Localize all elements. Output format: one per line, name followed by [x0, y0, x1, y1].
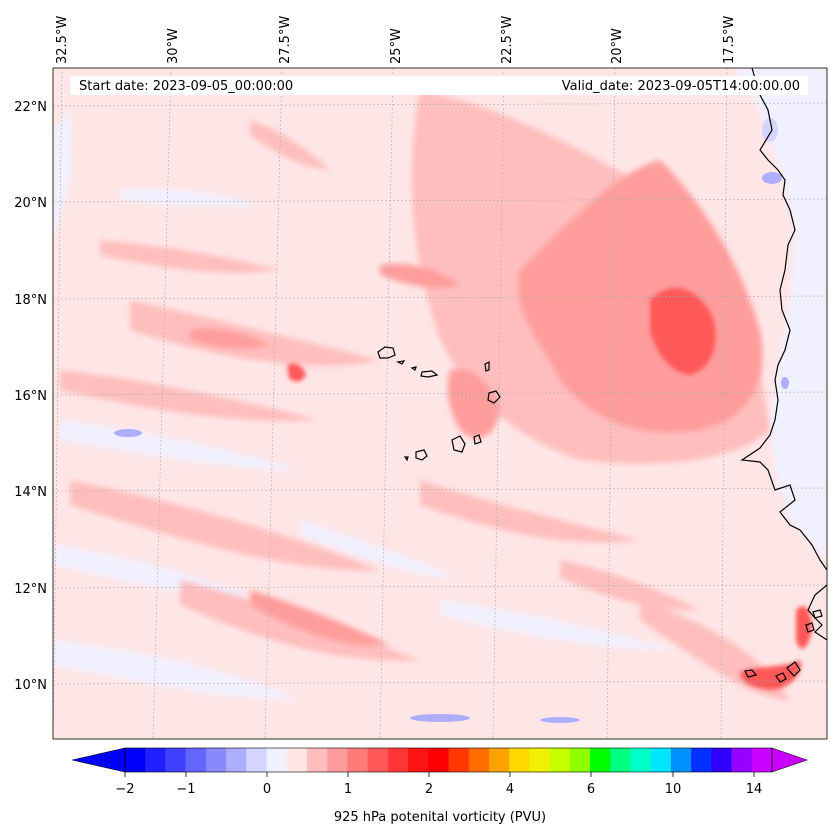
colorbar-segment — [327, 748, 348, 772]
colorbar-tick-label: 0 — [263, 782, 271, 797]
colorbar-tick-label: 10 — [665, 782, 682, 797]
lat-label: 18°N — [14, 293, 47, 308]
colorbar-segment — [226, 748, 247, 772]
lat-label: 14°N — [14, 485, 47, 500]
colorbar-tick-label: 2 — [425, 782, 433, 797]
colorbar-segment — [549, 748, 571, 772]
colorbar-segment — [590, 748, 611, 772]
colorbar-under-arrow — [71, 747, 126, 773]
colorbar-segment — [145, 748, 166, 772]
colorbar-ticks: −2 −1 0 1 2 4 6 10 14 — [115, 772, 762, 797]
lat-label: 12°N — [14, 582, 47, 597]
guinea-islands — [744, 609, 823, 683]
colorbar-segment — [185, 748, 207, 772]
lat-label: 20°N — [14, 196, 47, 211]
latitude-labels: 22°N 20°N 18°N 16°N 14°N 12°N 10°N — [14, 100, 47, 693]
colorbar-segment — [468, 748, 490, 772]
colorbar-segments — [125, 748, 773, 772]
colorbar-label: 925 hPa potenital vorticity (PVU) — [334, 810, 546, 825]
colorbar-segment — [670, 748, 692, 772]
colorbar: −2 −1 0 1 2 4 6 10 14 925 hPa potenital vorticit… — [71, 747, 808, 825]
valid-date-label: Valid_date: 2023-09-05T14:00:00.00 — [562, 79, 800, 94]
colorbar-tick-label: 6 — [587, 782, 595, 797]
colorbar-tick-label: 4 — [506, 782, 514, 797]
colorbar-segment — [529, 748, 551, 772]
colorbar-segment — [408, 748, 429, 772]
colorbar-segment — [165, 748, 187, 772]
longitude-labels: 32.5°W 30°W 27.5°W 25°W 22.5°W 20°W 17.5… — [55, 16, 737, 64]
colorbar-segment — [488, 748, 510, 772]
graticule — [53, 68, 827, 739]
colorbar-segment — [125, 748, 146, 772]
lat-label: 16°N — [14, 389, 47, 404]
colorbar-segment — [347, 748, 369, 772]
colorbar-segment — [367, 748, 389, 772]
colorbar-segment — [448, 748, 470, 772]
colorbar-segment — [731, 748, 753, 772]
negative-pv-spots — [114, 118, 789, 723]
lon-label: 17.5°W — [722, 16, 737, 64]
lon-label: 30°W — [166, 28, 181, 64]
colorbar-segment — [751, 748, 773, 772]
colorbar-segment — [428, 748, 449, 772]
lon-label: 20°W — [610, 28, 625, 64]
colorbar-segment — [711, 748, 733, 772]
lat-label: 10°N — [14, 678, 47, 693]
colorbar-segment — [387, 748, 409, 772]
lon-label: 25°W — [389, 28, 404, 64]
high-positive-pv-regions — [287, 288, 812, 690]
start-date-label: Start date: 2023-09-05_00:00:00 — [79, 79, 293, 94]
colorbar-segment — [569, 748, 591, 772]
colorbar-segment — [630, 748, 652, 772]
cape-verde-islands — [377, 346, 501, 462]
colorbar-tick-label: −2 — [115, 782, 134, 797]
lon-label: 27.5°W — [278, 16, 293, 64]
colorbar-tick-label: 14 — [746, 782, 763, 797]
colorbar-segment — [610, 748, 631, 772]
colorbar-tick-label: −1 — [176, 782, 195, 797]
map-frame — [52, 67, 828, 740]
map-panel — [53, 68, 827, 739]
colorbar-segment — [306, 748, 328, 772]
header-box — [70, 76, 808, 95]
lon-label: 22.5°W — [500, 16, 515, 64]
lat-label: 22°N — [14, 100, 47, 115]
colorbar-segment — [246, 748, 268, 772]
african-coastline — [740, 68, 827, 571]
colorbar-segment — [266, 748, 288, 772]
colorbar-segment — [509, 748, 530, 772]
colorbar-outline — [124, 747, 773, 773]
colorbar-segment — [650, 748, 672, 772]
colorbar-segment — [286, 748, 308, 772]
colorbar-segment — [691, 748, 712, 772]
lon-label: 32.5°W — [55, 16, 70, 64]
colorbar-over-arrow — [771, 747, 808, 773]
colorbar-segment — [205, 748, 227, 772]
colorbar-tick-label: 1 — [344, 782, 352, 797]
